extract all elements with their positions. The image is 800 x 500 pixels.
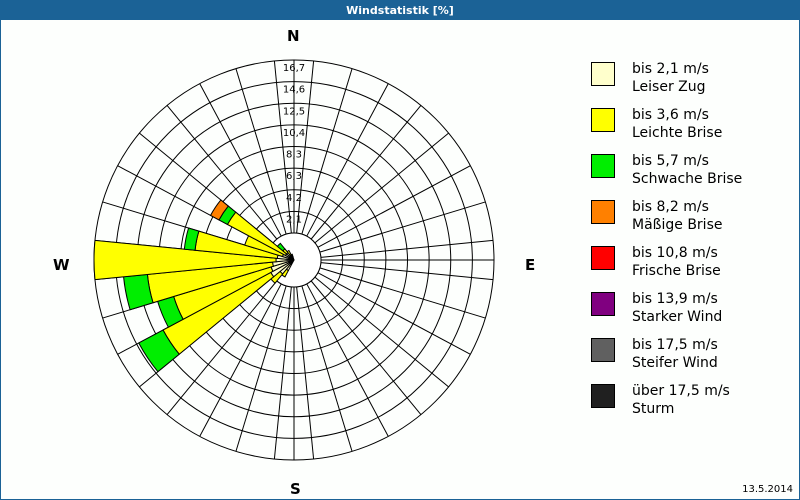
ring-label: 16,7 — [283, 63, 305, 74]
ring-label: 8,3 — [286, 150, 302, 161]
grid-spoke — [314, 276, 449, 388]
legend-name: Leiser Zug — [632, 79, 706, 95]
grid-spoke — [317, 165, 471, 248]
grid-spoke — [320, 239, 494, 258]
wind-rose-chart: 2,1 4,2 6,3 8,3 10,4 12,5 14,6 16,7 — [93, 59, 495, 461]
grid-spoke — [166, 105, 278, 240]
grid-spoke — [306, 283, 389, 437]
legend-name: Leichte Brise — [632, 125, 723, 141]
grid-spoke — [314, 132, 449, 244]
petal-segment — [290, 253, 294, 258]
grid-spoke — [301, 68, 353, 235]
ring-label: 2,1 — [286, 214, 302, 225]
legend-name: Mäßige Brise — [632, 217, 723, 233]
chart-panel: 2,1 4,2 6,3 8,3 10,4 12,5 14,6 16,7 N E S W bis… — [1, 20, 799, 499]
petal-segment — [286, 249, 292, 257]
grid-spoke — [320, 262, 494, 281]
legend-name: Starker Wind — [632, 309, 723, 325]
legend-speed: bis 17,5 m/s — [632, 337, 718, 353]
legend-swatch — [591, 338, 615, 362]
grid-spoke — [199, 283, 282, 437]
date-label: 13.5.2014 — [742, 484, 793, 495]
legend-swatch — [591, 108, 615, 132]
grid-spoke — [310, 105, 422, 240]
grid-spoke — [301, 285, 353, 452]
grid-spoke — [296, 60, 315, 234]
grid-spoke — [273, 286, 292, 460]
compass-south: S — [290, 480, 301, 498]
ring-label: 12,5 — [283, 106, 305, 117]
petal-segment — [276, 242, 286, 252]
window-title: Windstatistik [%] — [0, 0, 800, 20]
compass-east: E — [525, 256, 536, 274]
grid-spoke — [317, 272, 471, 355]
legend-swatch — [591, 154, 615, 178]
legend-speed: bis 2,1 m/s — [632, 61, 709, 77]
ring-label: 10,4 — [283, 128, 305, 139]
grid-spoke — [166, 280, 278, 415]
grid-spoke — [199, 83, 282, 237]
legend-swatch — [591, 384, 615, 408]
grid-spoke — [235, 285, 287, 452]
ring-label: 4,2 — [286, 193, 302, 204]
petal-segment — [183, 227, 200, 251]
legend-speed: bis 13,9 m/s — [632, 291, 718, 307]
grid-spoke — [306, 83, 389, 237]
legend-name: Schwache Brise — [632, 171, 743, 187]
legend-swatch — [591, 246, 615, 270]
compass-west: W — [53, 256, 70, 274]
legend-speed: über 17,5 m/s — [632, 383, 730, 399]
petal-segment — [138, 329, 180, 373]
grid-spoke — [235, 68, 287, 235]
grid-spoke — [273, 60, 292, 234]
compass-north: N — [287, 27, 300, 45]
legend-speed: bis 8,2 m/s — [632, 199, 709, 215]
legend-swatch — [591, 292, 615, 316]
legend-speed: bis 3,6 m/s — [632, 107, 709, 123]
grid-spoke — [296, 286, 315, 460]
legend-name: Frische Brise — [632, 263, 721, 279]
legend-speed: bis 5,7 m/s — [632, 153, 709, 169]
petal-segment — [209, 199, 229, 221]
ring-label: 6,3 — [286, 171, 302, 182]
legend-name: Sturm — [632, 401, 675, 417]
ring-label: 14,6 — [283, 85, 305, 96]
legend-speed: bis 10,8 m/s — [632, 245, 718, 261]
petal-segment — [93, 239, 277, 281]
legend-name: Steifer Wind — [632, 355, 718, 371]
grid-spoke — [319, 201, 486, 253]
legend-swatch — [591, 200, 615, 224]
grid-spoke — [319, 267, 486, 319]
grid-spoke — [310, 280, 422, 415]
legend-swatch — [591, 62, 615, 86]
